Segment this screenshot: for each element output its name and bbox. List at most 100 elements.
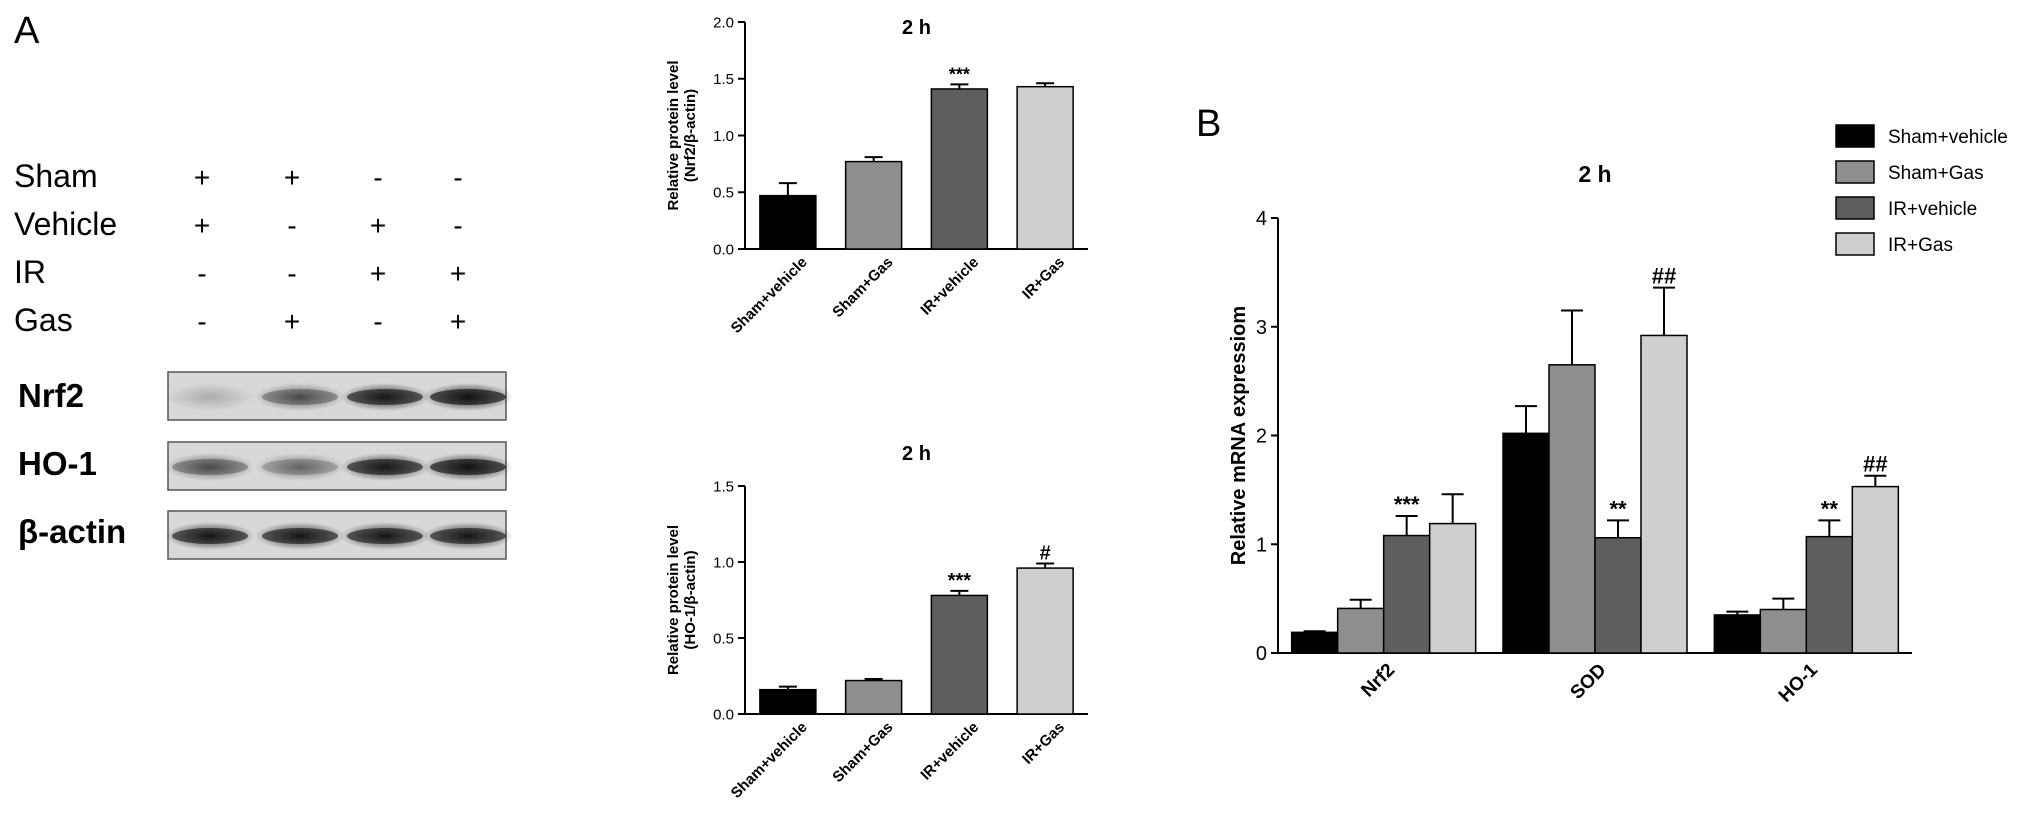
- sign-sham-4: -: [453, 162, 463, 193]
- mrna-x-tick-label: SOD: [1567, 660, 1611, 704]
- sign-ir-3: +: [369, 258, 387, 289]
- mrna-significance-label: **: [1609, 496, 1627, 521]
- mrna-bar: [1805, 535, 1854, 654]
- sign-ir-2: -: [287, 258, 297, 289]
- mrna-bar: [1851, 485, 1900, 654]
- sign-vehicle-1: +: [193, 210, 211, 241]
- mrna-bar: [1336, 607, 1385, 654]
- mrna-bar: [1290, 631, 1339, 654]
- blot-band-core: [430, 459, 506, 475]
- mrna-x-tick-label: HO-1: [1775, 659, 1822, 706]
- mrna-bar: [1502, 432, 1550, 654]
- nrf2-bar: [759, 194, 817, 250]
- mrna-significance-label: ***: [1394, 492, 1420, 517]
- sign-ir-1: -: [197, 258, 207, 289]
- blot-band-core: [172, 459, 248, 475]
- mrna-y-tick-label: 2: [1256, 426, 1267, 448]
- ho1-y-label-2: (HO-1/β-actin): [682, 550, 699, 649]
- nrf2-bar: [930, 88, 989, 250]
- mrna-bar: [1640, 334, 1688, 654]
- mrna-significance-label: ##: [1652, 264, 1676, 289]
- mrna-bar: [1428, 522, 1477, 654]
- mrna-x-tick-label: Nrf2: [1357, 660, 1399, 702]
- sign-vehicle-2: -: [287, 210, 297, 241]
- nrf2-bar: [1016, 85, 1074, 250]
- blot-band-core: [347, 528, 423, 544]
- blot-band-core: [172, 528, 248, 544]
- blot-band: [255, 453, 345, 481]
- sign-gas-1: -: [197, 306, 207, 337]
- ho1-bar: [844, 679, 903, 715]
- nrf2-y-tick-label: 0.0: [713, 241, 734, 258]
- treatment-label-sham: Sham: [14, 158, 98, 194]
- nrf2-y-label: Relative protein level: [665, 60, 682, 210]
- mrna-bar: [1759, 608, 1808, 654]
- blot-band-core: [347, 389, 423, 405]
- blot-band-core: [262, 528, 338, 544]
- ho1-significance-label: #: [1040, 543, 1051, 565]
- mrna-y-tick-label: 4: [1256, 208, 1267, 230]
- mrna-bar: [1594, 536, 1642, 654]
- mrna-legend-swatch: [1835, 196, 1875, 220]
- ho1-y-label: Relative protein level: [665, 525, 682, 675]
- nrf2-title: 2 h: [902, 17, 931, 39]
- mrna-y-tick-label: 3: [1256, 317, 1267, 339]
- ho1-y-tick-label: 0.5: [713, 630, 734, 647]
- mrna-legend-label: IR+vehicle: [1888, 199, 1977, 220]
- mrna-y-tick-label: 1: [1256, 534, 1267, 556]
- mrna-y-tick-label: 0: [1256, 643, 1267, 665]
- ho1-y-tick-label: 1.5: [713, 478, 734, 495]
- treatment-label-ir: IR: [14, 254, 46, 290]
- sign-gas-3: -: [373, 306, 383, 337]
- ho1-y-tick-label: 1.0: [713, 554, 734, 571]
- sign-sham-1: +: [193, 162, 211, 193]
- nrf2-y-tick-label: 1.0: [713, 128, 734, 145]
- mrna-bar: [1548, 364, 1596, 654]
- ho1-bar: [1016, 567, 1074, 715]
- nrf2-y-tick-label: 2.0: [713, 14, 734, 31]
- mrna-legend-label: IR+Gas: [1888, 235, 1953, 256]
- blot-band: [255, 383, 345, 411]
- ho1-y-tick-label: 0.0: [713, 706, 734, 723]
- sign-gas-2: +: [283, 306, 301, 337]
- sign-vehicle-4: -: [453, 210, 463, 241]
- blot-band: [165, 383, 255, 411]
- panel-b-label: B: [1196, 103, 1222, 145]
- mrna-legend-swatch: [1835, 160, 1875, 184]
- mrna-significance-label: ##: [1863, 452, 1887, 477]
- ho1-significance-label: ***: [948, 570, 972, 592]
- sign-sham-2: +: [283, 162, 301, 193]
- sign-ir-4: +: [449, 258, 467, 289]
- mrna-legend-label: Sham+vehicle: [1888, 127, 2008, 148]
- treatment-label-vehicle: Vehicle: [14, 206, 118, 242]
- mrna-legend-swatch: [1835, 124, 1875, 148]
- nrf2-significance-label: ***: [949, 64, 970, 84]
- sign-vehicle-3: +: [369, 210, 387, 241]
- band-label-ho1: HO-1: [18, 445, 97, 482]
- mrna-legend-swatch: [1835, 232, 1875, 256]
- treatment-label-gas: Gas: [14, 302, 73, 338]
- band-label-nrf2: Nrf2: [18, 377, 85, 414]
- ho1-title: 2 h: [902, 443, 931, 465]
- blot-band-core: [430, 389, 506, 405]
- blot-band-core: [262, 389, 338, 405]
- band-label-actin: β-actin: [18, 513, 127, 550]
- ho1-bar: [930, 594, 989, 715]
- sign-gas-4: +: [449, 306, 467, 337]
- ho1-bar: [759, 688, 817, 715]
- mrna-bar: [1382, 534, 1431, 654]
- mrna-title: 2 h: [1578, 161, 1611, 187]
- mrna-bar: [1713, 614, 1762, 654]
- blot-band: [165, 453, 255, 481]
- nrf2-y-tick-label: 0.5: [713, 185, 734, 202]
- blot-band-core: [430, 528, 506, 544]
- nrf2-y-tick-label: 1.5: [713, 71, 734, 88]
- panel-a-label: A: [14, 10, 40, 52]
- mrna-y-label: Relative mRNA expressiom: [1228, 306, 1250, 565]
- sign-sham-3: -: [373, 162, 383, 193]
- mrna-legend-label: Sham+Gas: [1888, 163, 1984, 184]
